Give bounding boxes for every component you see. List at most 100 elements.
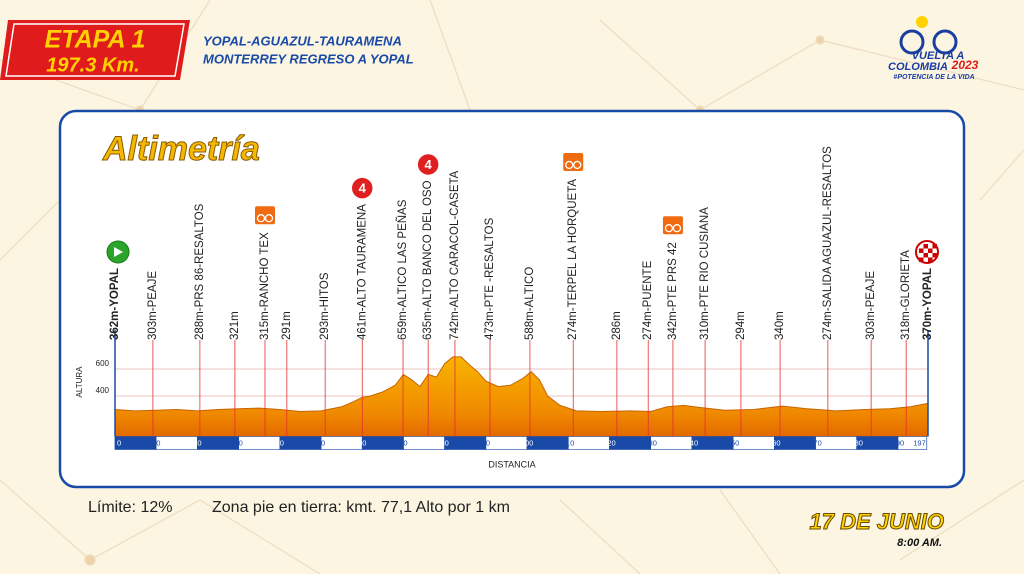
route: MONTERREY REGRESO A YOPAL (203, 51, 414, 66)
sprint-icon (563, 152, 584, 171)
waypoint-label: 342m-PTE PRS 42 (667, 242, 679, 340)
limit: Límite: 12% (88, 499, 172, 516)
finish-check (928, 257, 933, 262)
x-tick-label: 170 (809, 438, 822, 447)
walk-zone: Zona pie en tierra: kmt. 77,1 Alto por 1… (212, 499, 510, 516)
logo-text: COLOMBIA (888, 61, 948, 73)
climb-category: 4 (425, 157, 433, 172)
finish-check (932, 243, 937, 249)
x-axis-band (403, 436, 445, 450)
x-tick-label: 110 (562, 438, 574, 447)
x-axis-band (238, 436, 281, 450)
x-tick-label: 0 (117, 438, 121, 447)
elevation-area (115, 356, 928, 437)
waypoint-label: 461m-ALTO TAURAMENA (356, 204, 368, 340)
x-tick-label: 150 (727, 438, 740, 447)
waypoint-label: 318m-GLORIETA (900, 250, 912, 340)
waypoint-label: 588m-ALTICO (524, 267, 536, 340)
waypoint-label: 303m-PEAJE (147, 271, 159, 340)
waypoint-label: 274m-SALIDA AGUAZUL-RESALTOS (822, 146, 834, 340)
finish-check (919, 248, 924, 253)
waypoint-label: 291m (281, 311, 293, 340)
waypoint-label: 310m-PTE RIO CUSIANA (699, 207, 711, 340)
waypoint-label: 362m-YOPAL (109, 268, 121, 340)
sprint-wheel (664, 224, 674, 233)
sprint-wheel (565, 160, 574, 170)
logo-head (916, 16, 928, 28)
waypoint-label: 315m-RANCHO TEX (259, 232, 271, 340)
logo-text: VUELTA A (912, 50, 965, 62)
waypoint-label: 288m-PRS 86-RESALTOS (194, 203, 206, 340)
waypoint-label: 659m-ALTICO LAS PEÑAS (396, 199, 409, 340)
waypoint-label: 340m (774, 311, 786, 340)
finish-check (923, 243, 928, 249)
time: 8:00 AM. (897, 537, 942, 549)
sprint-wheel (264, 214, 274, 223)
logo-wheel (932, 29, 958, 55)
climb-category: 4 (359, 181, 367, 196)
finish-check (932, 252, 937, 258)
x-axis-band (361, 436, 404, 450)
waypoint-label: 293m-HITOS (319, 272, 331, 340)
stage-badge-border (5, 23, 185, 77)
stage-distance: 197.3 Km. (46, 54, 139, 76)
waypoint-label: 274m-PUENTE (642, 260, 654, 340)
waypoint-label: 635m-ALTO BANCO DEL OSO (422, 180, 434, 340)
climb-badge (350, 176, 374, 200)
finish-check (928, 248, 933, 253)
finish-check (923, 252, 928, 258)
logo-wheel (899, 29, 925, 55)
x-tick-label: 60 (358, 438, 366, 447)
x-axis-band (197, 436, 239, 450)
x-tick-label: 140 (686, 438, 699, 447)
climb-badge (416, 152, 440, 177)
y-tick-label: 400 (96, 386, 110, 395)
x-tick-label: 190 (892, 438, 905, 447)
waypoint-label: 274m-TERPEL LA HORQUETA (567, 179, 579, 340)
sprint-icon (662, 216, 683, 235)
chart-title: Altimetría (102, 130, 260, 168)
x-tick-label: 70 (399, 438, 407, 447)
waypoint-label: 321m (229, 311, 241, 340)
x-tick-label: 130 (644, 438, 657, 447)
y-axis-label: ALTURA (75, 366, 84, 398)
stage-badge (0, 20, 190, 80)
waypoint-label: 294m (735, 311, 747, 340)
sprint-wheel (256, 214, 266, 223)
x-tick-label: 30 (234, 438, 242, 447)
x-axis-band (279, 436, 322, 450)
x-axis-band (114, 436, 157, 450)
x-axis-band (320, 436, 363, 450)
sprint-icon (254, 206, 275, 225)
date: 17 DE JUNIO (810, 509, 945, 534)
x-axis-band (155, 436, 198, 450)
x-axis-label: DISTANCIA (488, 459, 535, 469)
x-tick-label: 120 (603, 438, 616, 447)
waypoint-label: 473m-PTE -RESALTOS (484, 217, 496, 340)
x-tick-label: 90 (482, 438, 490, 447)
sprint-wheel (573, 160, 582, 170)
x-tick-label: 50 (317, 438, 325, 447)
finish-check (919, 257, 924, 262)
x-tick-label: 80 (440, 438, 448, 447)
x-tick-label: 160 (768, 438, 781, 447)
x-tick-label: 10 (152, 438, 160, 447)
x-tick-label: 100 (521, 438, 534, 447)
sprint-wheel (672, 224, 682, 233)
logo: VUELTA A COLOMBIA 2023 #POTENCIA DE LA V… (888, 16, 979, 81)
plot: 400 600 0 10 20 30 40 50 60 70 80 90 100 110 120 130 140… (96, 146, 939, 450)
logo-tagline: #POTENCIA DE LA VIDA (893, 74, 974, 81)
logo-year: 2023 (951, 58, 979, 72)
start-icon-arrow (114, 246, 123, 257)
x-tick-label: 40 (276, 438, 284, 447)
y-tick-label: 600 (96, 359, 110, 368)
chart-panel (58, 109, 966, 489)
stage: ETAPA 1 (45, 26, 146, 54)
x-tick-label: 180 (850, 438, 863, 447)
x-tick-label: 197 (913, 438, 926, 447)
waypoint-label: 303m-PEAJE (865, 271, 877, 340)
x-axis-band (444, 436, 487, 450)
route: YOPAL-AGUAZUL-TAURAMENA (203, 33, 402, 48)
waypoint-label: 742m-ALTO CARACOL-CASETA (449, 170, 461, 340)
